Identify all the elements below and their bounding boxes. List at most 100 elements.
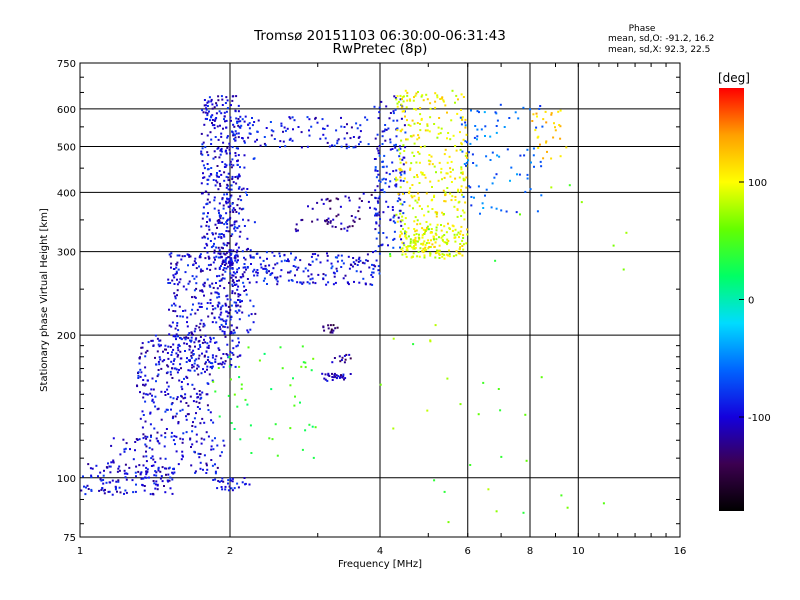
data-point — [399, 171, 402, 174]
data-point — [218, 326, 221, 328]
data-point — [423, 240, 426, 243]
data-point — [438, 236, 440, 239]
data-point — [381, 143, 384, 145]
data-point — [166, 352, 169, 354]
data-point — [200, 182, 203, 185]
data-point — [399, 234, 402, 237]
data-point — [233, 331, 236, 334]
data-point — [375, 222, 378, 225]
data-point — [189, 437, 192, 440]
data-point — [230, 315, 233, 318]
data-point — [327, 324, 330, 327]
data-point — [164, 344, 167, 347]
data-point — [343, 126, 346, 128]
data-point — [489, 159, 492, 161]
data-point — [152, 388, 155, 391]
data-point — [186, 413, 189, 416]
data-point — [180, 367, 182, 370]
data-point — [344, 195, 347, 198]
data-point — [288, 116, 291, 119]
data-point — [524, 190, 527, 193]
data-point — [392, 246, 395, 249]
data-point — [368, 266, 371, 269]
data-point — [389, 253, 392, 255]
data-point — [293, 119, 296, 122]
data-point — [447, 222, 449, 225]
data-point — [186, 316, 189, 319]
data-point — [392, 112, 395, 115]
data-point — [536, 115, 538, 118]
data-point — [337, 213, 340, 216]
data-point — [381, 130, 384, 133]
data-point — [221, 261, 224, 264]
data-point — [524, 413, 527, 416]
data-point — [243, 140, 246, 143]
data-point — [233, 227, 236, 230]
data-point — [438, 249, 441, 252]
data-point — [102, 479, 105, 481]
data-point — [448, 155, 451, 158]
data-point — [355, 122, 358, 125]
data-point — [508, 117, 511, 119]
data-point — [222, 127, 224, 130]
data-point — [434, 252, 437, 255]
data-point — [418, 152, 421, 155]
data-point — [509, 179, 511, 182]
data-point — [423, 214, 426, 217]
data-point — [209, 298, 212, 301]
data-point — [251, 117, 253, 119]
data-point — [460, 93, 463, 96]
data-point — [357, 136, 360, 139]
data-point — [108, 481, 111, 484]
data-point — [87, 488, 90, 490]
data-point — [301, 282, 304, 285]
data-point — [227, 188, 230, 191]
data-point — [218, 215, 221, 218]
data-point — [209, 336, 212, 339]
data-point — [206, 232, 209, 235]
data-point — [233, 226, 236, 229]
data-point — [102, 474, 105, 477]
data-point — [460, 215, 463, 217]
data-point — [406, 99, 409, 102]
data-point — [217, 219, 220, 221]
data-point — [426, 226, 428, 229]
data-point — [427, 228, 430, 231]
data-point — [170, 431, 173, 434]
data-point — [384, 139, 387, 142]
data-point — [238, 207, 241, 210]
data-point — [236, 177, 239, 180]
data-point — [214, 232, 217, 235]
data-point — [443, 253, 446, 256]
data-point — [117, 467, 120, 470]
data-point — [202, 468, 204, 471]
data-point — [160, 434, 163, 437]
data-point — [211, 464, 214, 467]
data-point — [225, 295, 228, 298]
data-point — [174, 304, 177, 307]
data-point — [481, 202, 484, 205]
data-point — [529, 188, 532, 191]
data-point — [465, 161, 468, 164]
data-point — [161, 360, 164, 363]
data-point — [401, 215, 404, 218]
data-point — [329, 221, 332, 224]
data-point — [223, 111, 226, 114]
data-point — [229, 249, 232, 252]
data-point — [201, 341, 204, 344]
data-point — [546, 150, 548, 153]
data-point — [402, 228, 404, 230]
data-point — [190, 464, 193, 467]
data-point — [377, 197, 380, 200]
data-point — [538, 107, 541, 110]
data-point — [378, 179, 381, 182]
data-point — [223, 287, 226, 290]
data-point — [201, 192, 204, 195]
data-point — [433, 196, 435, 198]
data-point — [107, 462, 109, 465]
colorbar-tick-label: 100 — [748, 178, 767, 189]
data-point — [234, 176, 237, 178]
data-point — [173, 283, 176, 285]
data-point — [115, 480, 118, 483]
